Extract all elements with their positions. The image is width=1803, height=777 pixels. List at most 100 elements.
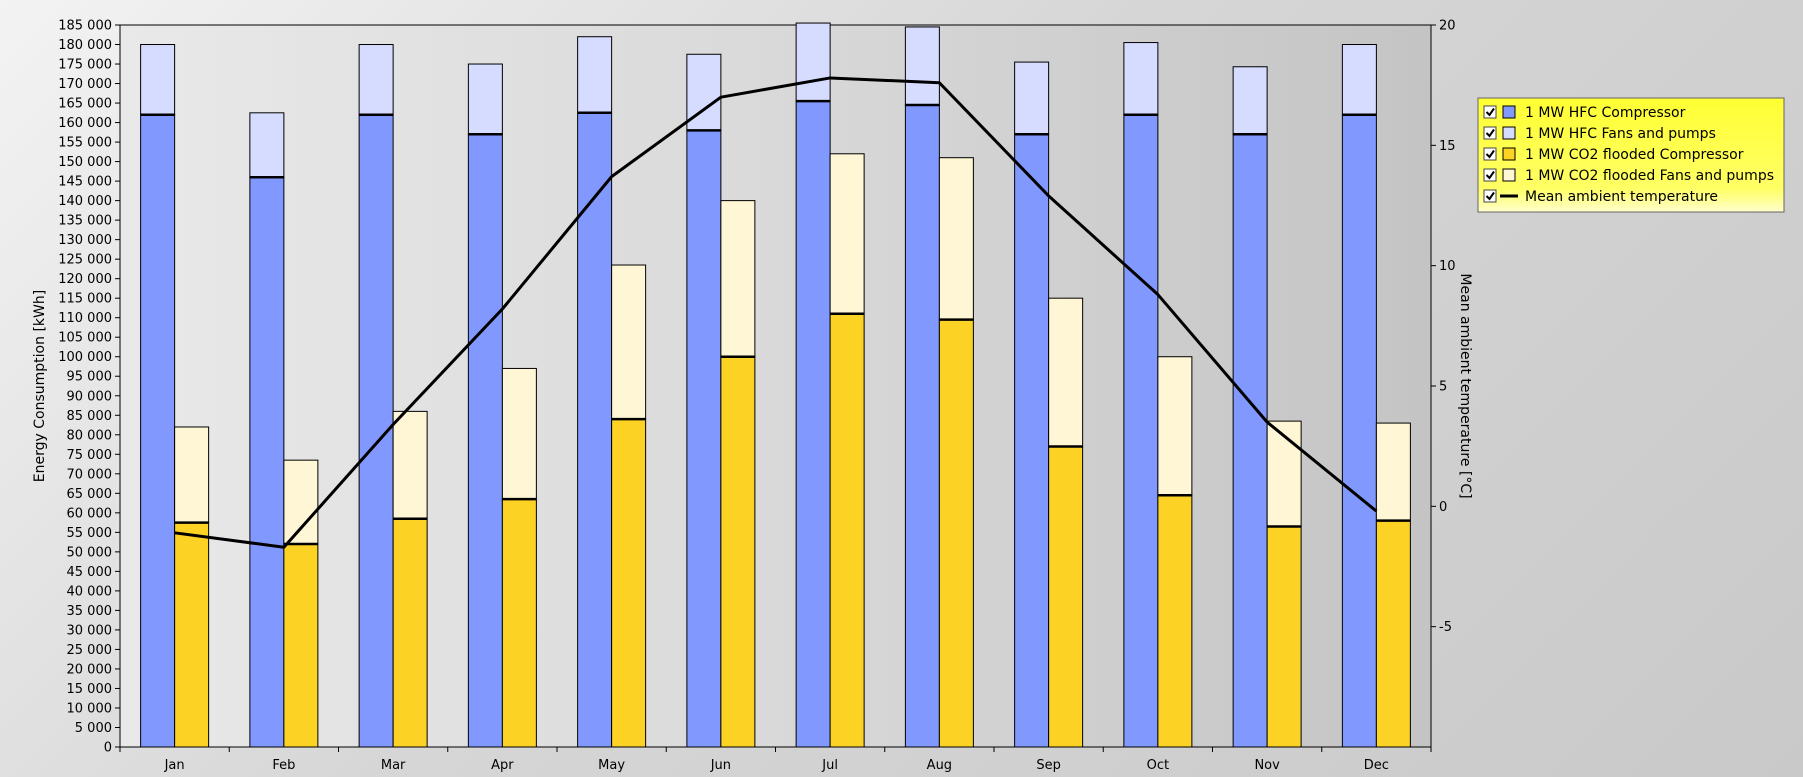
y-tick-label: 135 000 (58, 214, 112, 229)
y-tick-label: 185 000 (58, 19, 112, 34)
checkmark-icon (1485, 170, 1495, 180)
plot-area (119, 24, 1432, 748)
legend-label: 1 MW CO2 flooded Fans and pumps (1525, 168, 1774, 184)
y-tick-label: 130 000 (58, 233, 112, 248)
y-tick-label: 0 (104, 741, 112, 756)
y-tick-label: 110 000 (58, 311, 112, 326)
bar-hfc-compressor-jan (140, 114, 176, 748)
bar-hfc-compressor-dec (1341, 114, 1377, 748)
bar-co2-compressor-jul (829, 313, 865, 748)
bar-hfc-fans-oct (1123, 42, 1159, 116)
bar-co2-fans-jan (174, 426, 210, 524)
x-tick-label-mar: Mar (381, 758, 406, 773)
y-tick-label: 125 000 (58, 253, 112, 268)
legend-label: Mean ambient temperature (1525, 189, 1718, 205)
legend-label: 1 MW HFC Fans and pumps (1525, 126, 1716, 142)
bar-co2-compressor-aug (938, 319, 974, 748)
y-tick-label: 105 000 (58, 331, 112, 346)
y2-axis: -5 0 5 10 15 20 (1431, 19, 1456, 635)
bar-co2-fans-sep (1048, 297, 1084, 447)
x-tick-label-nov: Nov (1254, 758, 1280, 773)
bar-co2-compressor-nov (1266, 525, 1302, 748)
y2-tick-label: 20 (1439, 19, 1456, 34)
bar-co2-compressor-feb (283, 543, 319, 748)
bar-hfc-fans-jul (795, 22, 831, 102)
bar-co2-fans-oct (1157, 356, 1193, 496)
y-tick-label: 75 000 (67, 448, 113, 463)
bar-hfc-compressor-apr (467, 133, 503, 748)
x-tick-label-jul: Jul (821, 758, 838, 773)
bar-hfc-compressor-may (577, 112, 613, 748)
y-axis: 0 5 000 10 000 15 000 20 000 25 000 30 000 35 0… (58, 19, 120, 756)
y2-tick-label: -5 (1439, 620, 1452, 635)
y-tick-label: 100 000 (58, 350, 112, 365)
legend-swatch (1502, 126, 1516, 140)
bar-co2-compressor-dec (1375, 520, 1411, 748)
checkmark-icon (1485, 191, 1495, 201)
x-tick-label-aug: Aug (927, 758, 952, 773)
y-tick-label: 65 000 (67, 487, 113, 502)
y-tick-label: 160 000 (58, 116, 112, 131)
bar-hfc-compressor-oct (1123, 114, 1159, 748)
bar-hfc-fans-feb (249, 112, 285, 178)
y-tick-label: 140 000 (58, 194, 112, 209)
y-tick-label: 60 000 (67, 506, 113, 521)
bar-hfc-fans-apr (467, 63, 503, 135)
x-tick-label-dec: Dec (1364, 758, 1389, 773)
bar-co2-compressor-oct (1157, 494, 1193, 748)
x-axis: Jan Feb Mar Apr May Jun Jul Aug Sep Oct Nov Dec (119, 747, 1432, 773)
y-tick-label: 150 000 (58, 155, 112, 170)
bar-hfc-compressor-nov (1232, 133, 1268, 748)
bar-co2-fans-may (611, 264, 647, 420)
y2-axis-title: Mean ambient temperature [°C] (1457, 273, 1473, 498)
legend-checkbox (1483, 189, 1497, 203)
legend-swatch (1502, 147, 1516, 161)
y-tick-label: 35 000 (67, 604, 113, 619)
legend-checkbox (1483, 147, 1497, 161)
bar-hfc-fans-mar (358, 44, 394, 116)
y-tick-label: 120 000 (58, 272, 112, 287)
y-tick-label: 55 000 (67, 526, 113, 541)
bar-co2-fans-apr (501, 367, 537, 500)
x-tick-label-may: May (598, 758, 625, 773)
bar-co2-compressor-mar (392, 518, 428, 748)
y-tick-label: 175 000 (58, 58, 112, 73)
bar-hfc-compressor-jun (686, 129, 722, 748)
bar-co2-compressor-apr (501, 498, 537, 748)
bar-co2-fans-dec (1375, 422, 1411, 522)
y-tick-label: 80 000 (67, 428, 113, 443)
x-tick-label-apr: Apr (491, 758, 514, 773)
y-tick-label: 30 000 (67, 623, 113, 638)
legend-checkbox (1483, 105, 1497, 119)
y-axis-title: Energy Consumption [kWh] (32, 290, 48, 482)
x-tick-label-sep: Sep (1036, 758, 1061, 773)
legend: 1 MW HFC Compressor 1 MW HFC Fans and pum… (1477, 97, 1785, 213)
bar-co2-fans-aug (938, 157, 974, 321)
legend-swatch (1502, 168, 1516, 182)
bar-hfc-fans-jan (140, 44, 176, 116)
y-tick-label: 165 000 (58, 97, 112, 112)
bar-co2-compressor-sep (1048, 445, 1084, 748)
y-tick-label: 145 000 (58, 175, 112, 190)
y-tick-label: 85 000 (67, 409, 113, 424)
bar-hfc-fans-may (577, 36, 613, 114)
bar-co2-fans-nov (1266, 420, 1302, 527)
legend-box (1477, 97, 1785, 213)
y-tick-label: 45 000 (67, 565, 113, 580)
y2-tick-label: 10 (1439, 259, 1456, 274)
bar-hfc-compressor-sep (1014, 133, 1050, 748)
x-tick-label-oct: Oct (1147, 758, 1169, 773)
checkmark-icon (1485, 128, 1495, 138)
legend-label: 1 MW HFC Compressor (1525, 105, 1686, 121)
y-tick-label: 115 000 (58, 292, 112, 307)
bar-co2-fans-jun (720, 200, 756, 358)
y-tick-label: 180 000 (58, 38, 112, 53)
legend-label: 1 MW CO2 flooded Compressor (1525, 147, 1744, 163)
line-layer (174, 76, 1378, 549)
bar-co2-compressor-jan (174, 522, 210, 748)
y2-tick-label: 5 (1439, 380, 1447, 395)
y-tick-label: 25 000 (67, 643, 113, 658)
x-tick-label-jan: Jan (164, 758, 185, 773)
bar-hfc-fans-aug (904, 26, 940, 106)
